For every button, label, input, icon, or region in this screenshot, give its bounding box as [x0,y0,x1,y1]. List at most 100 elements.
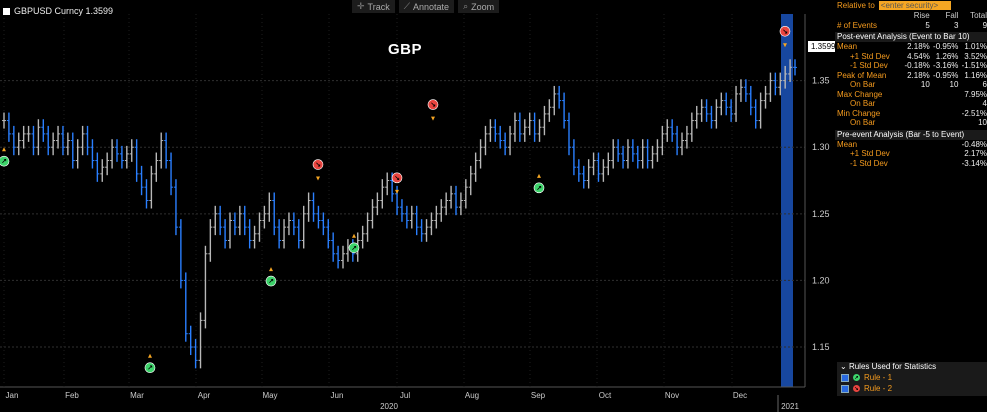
stat-value [930,90,959,100]
rule-2-row[interactable]: ↘ Rule - 2 [837,383,987,394]
x-tick-label: Sep [531,391,546,400]
stat-value [901,99,930,109]
rise-marker-icon [533,182,545,194]
y-tick-label: 1.35 [812,76,830,86]
annotate-label: Annotate [413,1,450,12]
stat-value: -0.48% [961,139,987,149]
stat-value [901,149,930,159]
stat-value: 4.54% [907,51,930,61]
chart-annotation-text[interactable]: GBP [388,41,423,58]
price-chart[interactable]: 1.15 1.20 1.25 1.30 1.35 Jan Feb Mar Apr May Jun Ju… [0,0,835,412]
fall-marker-icon [779,26,791,37]
legend-label: GBPUSD Curncy 1.3599 [14,6,114,16]
chevron-down-icon[interactable]: ⌄ [840,362,847,371]
highlight-band [781,14,793,387]
event-arrow [783,43,787,48]
stat-value [930,140,959,150]
event-arrow [537,173,541,178]
post-event-row: Mean 2.18% -0.95% 1.01% [835,42,987,52]
stat-value: 1.26% [935,51,959,61]
pre-event-row: -1 Std Dev -3.14% [835,159,987,169]
pre-event-row: Mean -0.48% [835,140,987,150]
stat-value: 2.18% [907,42,930,51]
col-fall: Fall [945,11,959,20]
x-tick-label: Dec [733,391,747,400]
stat-label: +1 Std Dev [850,51,890,61]
track-label: Track [367,1,390,12]
annotate-button[interactable]: ⟋ Annotate [398,0,455,13]
stat-value [901,118,930,128]
stat-value: 10 [978,118,987,127]
rule-1-label: Rule - 1 [864,373,893,382]
post-event-row: On Bar 10 [835,118,987,128]
post-event-row: On Bar 4 [835,99,987,109]
stat-label: -1 Std Dev [850,158,888,168]
stat-label: On Bar [850,118,876,127]
stat-label: Min Change [837,108,881,118]
col-rise: Rise [913,11,930,20]
pencil-icon: ⟋ [403,1,411,11]
stat-value [901,159,930,169]
x-tick-label: Jan [6,391,19,400]
stat-value: 2.18% [907,70,930,80]
stat-value [930,99,959,109]
y-tick-label: 1.30 [812,142,830,152]
stat-value: -3.14% [961,158,987,168]
x-tick-label: Aug [465,391,479,400]
rule-2-checkbox[interactable] [841,384,849,393]
chart-area[interactable]: 1.15 1.20 1.25 1.30 1.35 Jan Feb Mar Apr May Jun Ju… [0,0,839,412]
post-event-rows: Mean 2.18% -0.95% 1.01% +1 Std Dev 4.54% 1.26%… [835,42,987,128]
event-arrow [431,116,435,121]
magnifier-icon: ⌕ [463,1,469,11]
stat-label: Mean [837,139,858,149]
post-event-row: -1 Std Dev -0.18% -3.16% -1.51% [835,61,987,71]
x-tick-label: Feb [65,391,79,400]
event-arrow [316,176,320,181]
stat-label: -1 Std Dev [850,61,888,70]
post-event-row: +1 Std Dev 4.54% 1.26% 3.52% [835,52,987,62]
zoom-button[interactable]: ⌕ Zoom [458,0,500,13]
rule-1-checkbox[interactable] [841,373,849,382]
rise-marker-icon: ↗ [853,374,860,381]
pre-event-title: Pre-event Analysis (Bar -5 to Event) [835,129,987,140]
stat-label: Max Change [837,89,883,99]
stat-value [901,109,930,119]
stats-header-row: Rise Fall Total [835,11,987,21]
event-arrow [2,147,6,152]
stat-value: 2.17% [964,149,987,158]
event-glyph: ↘ [782,28,788,36]
chart-toolbar: ✛ Track ⟋ Annotate ⌕ Zoom [352,0,500,13]
post-event-row: On Bar 10 10 6 [835,80,987,90]
event-glyph: ↗ [351,244,357,252]
col-total: Total [970,11,987,20]
stat-value: -3.16% [933,61,959,70]
stat-label: Peak of Mean [837,70,887,80]
post-event-title: Post-event Analysis (Event to Bar 10) [835,32,987,42]
stat-value: 10 [920,80,930,89]
y-tick-label: 1.20 [812,275,830,285]
stat-value: 3.52% [964,51,987,61]
rule-1-row[interactable]: ↗ Rule - 1 [837,372,987,383]
relative-to-label: Relative to [837,0,875,10]
post-event-row: Min Change -2.51% [835,109,987,119]
stat-value: 1.01% [964,42,987,51]
rules-title: Rules Used for Statistics [848,362,937,371]
event-glyph: ↗ [268,278,274,286]
legend-swatch [3,7,10,15]
event-statistics-panel: Relative to <enter security> Rise Fall T… [835,0,987,360]
crosshair-icon: ✛ [357,1,365,11]
relative-to-input[interactable]: <enter security> [878,1,951,10]
event-arrow [269,267,273,272]
stat-value: 7.95% [964,89,987,99]
rise-marker-icon [265,275,277,287]
pre-event-row: +1 Std Dev 2.17% [835,149,987,159]
stat-value: -2.51% [961,108,987,118]
rules-box: ⌄ Rules Used for Statistics ↗ Rule - 1 ↘… [837,362,987,396]
stat-value [930,109,959,119]
fall-marker-icon [312,159,324,170]
stat-value [930,149,959,159]
stat-value [930,118,959,128]
fall-marker-icon [391,172,403,184]
x-tick-label: Apr [198,391,211,400]
track-button[interactable]: ✛ Track [352,0,395,13]
